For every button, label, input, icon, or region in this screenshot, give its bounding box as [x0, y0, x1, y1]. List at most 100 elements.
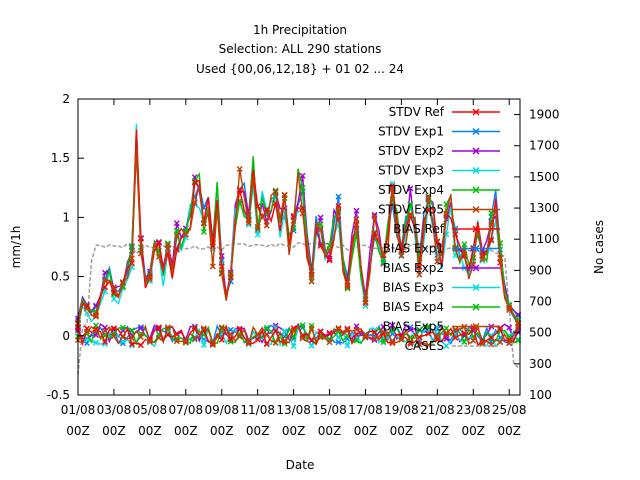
series-point — [245, 221, 252, 228]
series-line — [77, 148, 519, 327]
legend-label: STDV Exp2 — [378, 144, 444, 158]
legend-label: BIAS Exp2 — [383, 261, 444, 275]
y2-tick-label: 700 — [529, 295, 552, 309]
legend-label: STDV Exp5 — [378, 203, 444, 217]
series-point — [263, 324, 270, 331]
chart-title: 1h Precipitation Selection: ALL 290 stat… — [196, 23, 404, 76]
y-tick-label: 1 — [62, 210, 70, 224]
series-point — [371, 329, 378, 336]
series-point — [344, 342, 351, 349]
series-point — [245, 219, 252, 226]
y-tick-label: 2 — [62, 92, 70, 106]
series-point — [146, 276, 153, 283]
series-point — [317, 226, 324, 233]
series-point — [227, 271, 234, 278]
series-point — [110, 296, 117, 302]
series-point — [425, 342, 432, 349]
title-line-1: 1h Precipitation — [253, 23, 347, 37]
series-point — [344, 326, 351, 333]
series-point — [93, 326, 99, 333]
series-point — [200, 220, 207, 227]
series-point — [488, 221, 495, 228]
series-point — [128, 335, 135, 342]
series-point — [281, 337, 288, 344]
series-point — [200, 341, 207, 348]
series-point — [272, 339, 279, 346]
series-point — [200, 228, 207, 235]
series-point — [389, 340, 396, 347]
series-bias-exp5 — [75, 323, 522, 349]
legend-marker — [472, 127, 480, 136]
series-point — [173, 233, 180, 240]
y-axis-ticks: -0.5 0 0.5 1 1.5 2 — [47, 92, 84, 402]
series-point — [182, 231, 189, 238]
x-tick-label-date: 05/08 — [133, 403, 168, 417]
series-point — [93, 313, 99, 320]
series-point — [290, 327, 297, 334]
series-point — [272, 327, 279, 334]
series-point — [102, 341, 108, 347]
series-point — [146, 338, 153, 345]
x-tick-label-hour: 00Z — [462, 424, 486, 438]
x-tick-label-hour: 00Z — [66, 424, 90, 438]
series-point — [317, 334, 324, 341]
series-point — [290, 217, 297, 224]
series-point — [371, 335, 378, 342]
series-point — [209, 340, 216, 347]
series-point — [506, 340, 513, 347]
series-point — [155, 253, 162, 260]
series-point — [182, 338, 189, 345]
legend-marker — [472, 303, 480, 311]
series-point — [281, 328, 288, 335]
series-point — [191, 335, 198, 342]
series-point — [137, 325, 144, 332]
legend-marker — [472, 108, 480, 116]
x-tick-label-hour: 00Z — [497, 424, 521, 438]
series-point — [425, 194, 432, 201]
series-point — [155, 334, 162, 341]
series-point — [416, 341, 423, 348]
legend-marker — [472, 205, 480, 214]
series-point — [317, 214, 324, 221]
legend-marker — [472, 186, 480, 194]
series-point — [110, 284, 117, 291]
series-point — [326, 329, 333, 336]
series-point — [407, 339, 414, 346]
series-point — [335, 193, 342, 200]
legend-marker — [472, 147, 480, 155]
legend-marker — [472, 166, 480, 175]
y2-tick-label: 1100 — [529, 232, 560, 246]
series-point — [362, 334, 369, 341]
series-point — [236, 325, 243, 332]
series-point — [380, 259, 387, 266]
series-point — [164, 240, 171, 247]
series-point — [308, 337, 315, 344]
legend: STDV Ref STDV Exp1 STDV Exp2 STDV Exp3 STDV … — [378, 105, 500, 353]
series-point — [173, 220, 180, 227]
series-point — [497, 254, 504, 261]
series-point — [308, 342, 315, 349]
series-point — [470, 337, 477, 344]
series-point — [416, 334, 423, 341]
series-point — [128, 327, 135, 334]
series-point — [380, 323, 387, 330]
y2-tick-label: 300 — [529, 357, 552, 371]
series-point — [380, 260, 387, 267]
series-line — [77, 139, 519, 321]
series-point — [137, 342, 144, 349]
series-point — [353, 216, 360, 223]
series-point — [362, 300, 369, 307]
y2-tick-label: 1900 — [529, 108, 560, 122]
series-point — [93, 339, 99, 346]
x-tick-label-date: 11/08 — [240, 403, 275, 417]
series-point — [461, 339, 468, 345]
series-point — [443, 331, 450, 338]
legend-marker — [472, 264, 480, 272]
series-point — [317, 242, 324, 249]
x-tick-label-date: 07/08 — [169, 403, 204, 417]
legend-marker — [472, 225, 480, 233]
series-point — [254, 231, 261, 238]
series-point — [425, 323, 432, 330]
series-point — [317, 328, 324, 335]
